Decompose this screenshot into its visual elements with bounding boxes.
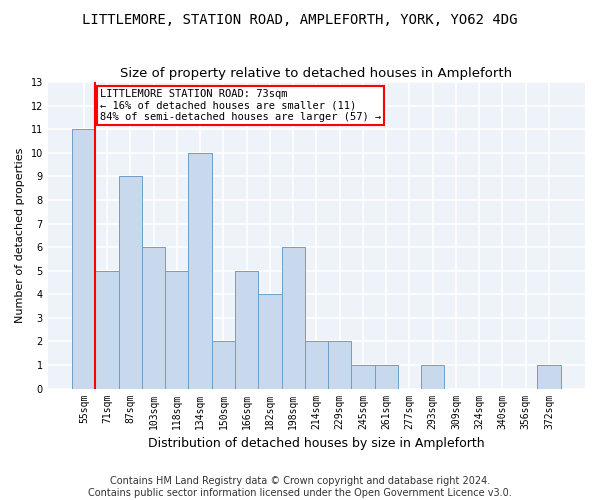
Bar [95, 270, 119, 388]
Bar [305, 342, 328, 388]
Bar [72, 129, 95, 388]
Bar [142, 247, 165, 388]
Bar [281, 247, 305, 388]
Bar [165, 270, 188, 388]
Bar [351, 365, 374, 388]
Y-axis label: Number of detached properties: Number of detached properties [15, 148, 25, 323]
Text: Contains HM Land Registry data © Crown copyright and database right 2024.
Contai: Contains HM Land Registry data © Crown c… [88, 476, 512, 498]
Bar [374, 365, 398, 388]
Text: LITTLEMORE, STATION ROAD, AMPLEFORTH, YORK, YO62 4DG: LITTLEMORE, STATION ROAD, AMPLEFORTH, YO… [82, 12, 518, 26]
X-axis label: Distribution of detached houses by size in Ampleforth: Distribution of detached houses by size … [148, 437, 485, 450]
Bar [258, 294, 281, 388]
Title: Size of property relative to detached houses in Ampleforth: Size of property relative to detached ho… [121, 66, 512, 80]
Bar [538, 365, 560, 388]
Bar [421, 365, 445, 388]
Bar [119, 176, 142, 388]
Bar [212, 342, 235, 388]
Bar [235, 270, 258, 388]
Bar [328, 342, 351, 388]
Text: LITTLEMORE STATION ROAD: 73sqm
← 16% of detached houses are smaller (11)
84% of : LITTLEMORE STATION ROAD: 73sqm ← 16% of … [100, 89, 382, 122]
Bar [188, 153, 212, 388]
